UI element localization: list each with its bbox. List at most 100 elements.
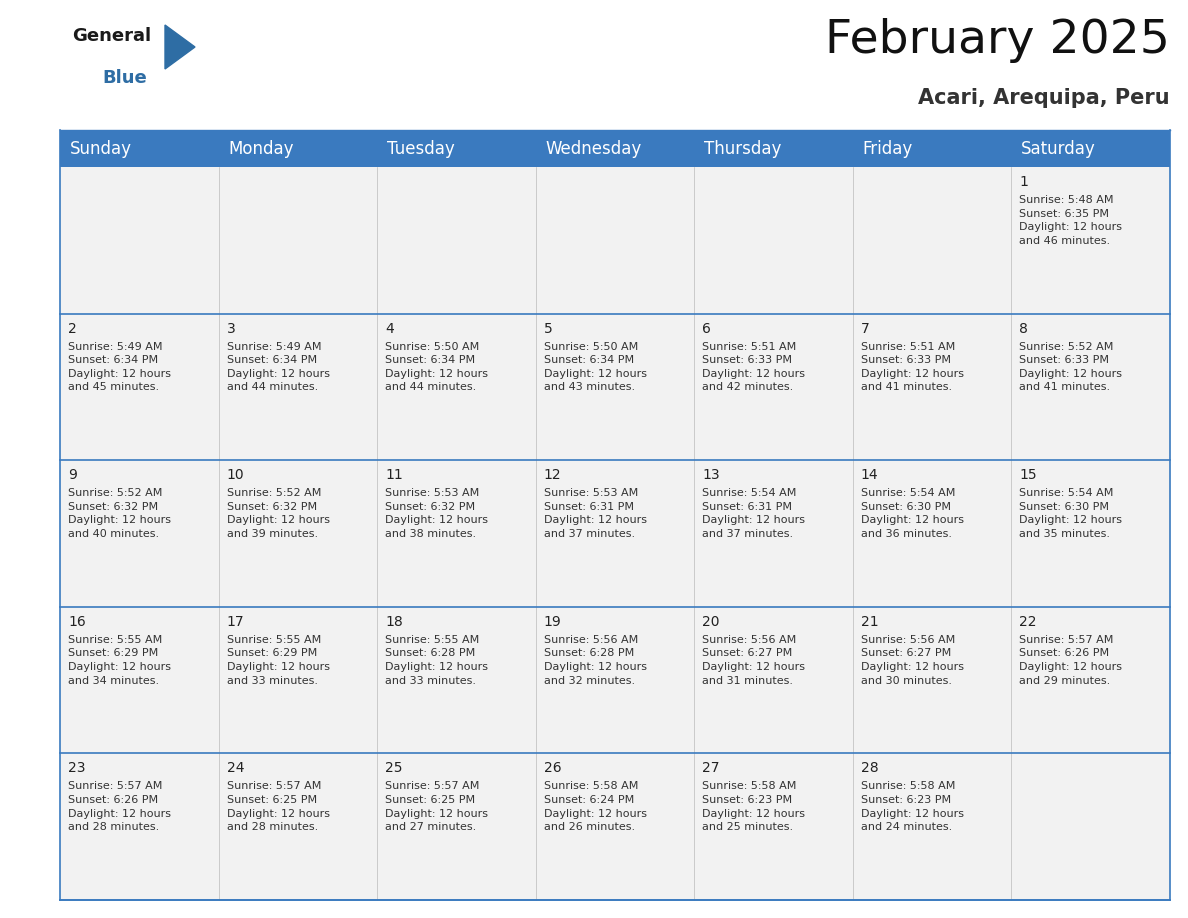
Text: Sunrise: 5:54 AM
Sunset: 6:30 PM
Daylight: 12 hours
and 35 minutes.: Sunrise: 5:54 AM Sunset: 6:30 PM Dayligh… <box>1019 488 1123 539</box>
Text: Sunrise: 5:56 AM
Sunset: 6:28 PM
Daylight: 12 hours
and 32 minutes.: Sunrise: 5:56 AM Sunset: 6:28 PM Dayligh… <box>544 635 646 686</box>
Text: 20: 20 <box>702 615 720 629</box>
Text: 19: 19 <box>544 615 562 629</box>
Text: Blue: Blue <box>102 69 147 87</box>
Text: 18: 18 <box>385 615 403 629</box>
Text: 2: 2 <box>68 321 77 336</box>
Text: 8: 8 <box>1019 321 1029 336</box>
Text: Sunrise: 5:53 AM
Sunset: 6:32 PM
Daylight: 12 hours
and 38 minutes.: Sunrise: 5:53 AM Sunset: 6:32 PM Dayligh… <box>385 488 488 539</box>
Bar <box>377 460 536 607</box>
Text: Sunrise: 5:52 AM
Sunset: 6:32 PM
Daylight: 12 hours
and 39 minutes.: Sunrise: 5:52 AM Sunset: 6:32 PM Dayligh… <box>227 488 329 539</box>
Bar <box>61 314 219 460</box>
Text: 9: 9 <box>68 468 77 482</box>
Bar <box>853 460 1011 607</box>
Bar <box>536 754 694 900</box>
Text: Sunrise: 5:54 AM
Sunset: 6:30 PM
Daylight: 12 hours
and 36 minutes.: Sunrise: 5:54 AM Sunset: 6:30 PM Dayligh… <box>861 488 963 539</box>
Bar <box>219 460 377 607</box>
Text: 6: 6 <box>702 321 712 336</box>
Bar <box>61 607 219 754</box>
Bar <box>536 460 694 607</box>
Text: 28: 28 <box>861 761 878 776</box>
Bar <box>377 314 536 460</box>
Bar <box>1011 167 1170 314</box>
Text: 7: 7 <box>861 321 870 336</box>
Text: 12: 12 <box>544 468 562 482</box>
Text: Friday: Friday <box>862 140 912 158</box>
Bar <box>377 607 536 754</box>
Bar <box>536 607 694 754</box>
Text: Sunrise: 5:51 AM
Sunset: 6:33 PM
Daylight: 12 hours
and 42 minutes.: Sunrise: 5:51 AM Sunset: 6:33 PM Dayligh… <box>702 341 805 392</box>
Bar <box>219 754 377 900</box>
Bar <box>536 167 694 314</box>
Text: 1: 1 <box>1019 175 1029 189</box>
Bar <box>219 607 377 754</box>
Text: Sunrise: 5:58 AM
Sunset: 6:23 PM
Daylight: 12 hours
and 25 minutes.: Sunrise: 5:58 AM Sunset: 6:23 PM Dayligh… <box>702 781 805 833</box>
Text: Sunrise: 5:54 AM
Sunset: 6:31 PM
Daylight: 12 hours
and 37 minutes.: Sunrise: 5:54 AM Sunset: 6:31 PM Dayligh… <box>702 488 805 539</box>
Bar <box>536 314 694 460</box>
Text: Sunrise: 5:48 AM
Sunset: 6:35 PM
Daylight: 12 hours
and 46 minutes.: Sunrise: 5:48 AM Sunset: 6:35 PM Dayligh… <box>1019 195 1123 246</box>
Bar <box>853 130 1011 167</box>
Text: Sunrise: 5:57 AM
Sunset: 6:25 PM
Daylight: 12 hours
and 28 minutes.: Sunrise: 5:57 AM Sunset: 6:25 PM Dayligh… <box>227 781 329 833</box>
Text: Saturday: Saturday <box>1020 140 1095 158</box>
Bar <box>1011 754 1170 900</box>
Text: Sunrise: 5:49 AM
Sunset: 6:34 PM
Daylight: 12 hours
and 45 minutes.: Sunrise: 5:49 AM Sunset: 6:34 PM Dayligh… <box>68 341 171 392</box>
Text: Wednesday: Wednesday <box>545 140 642 158</box>
Text: Acari, Arequipa, Peru: Acari, Arequipa, Peru <box>918 88 1170 108</box>
Text: 14: 14 <box>861 468 878 482</box>
Bar <box>694 167 853 314</box>
Text: Sunrise: 5:56 AM
Sunset: 6:27 PM
Daylight: 12 hours
and 30 minutes.: Sunrise: 5:56 AM Sunset: 6:27 PM Dayligh… <box>861 635 963 686</box>
Text: Sunrise: 5:50 AM
Sunset: 6:34 PM
Daylight: 12 hours
and 43 minutes.: Sunrise: 5:50 AM Sunset: 6:34 PM Dayligh… <box>544 341 646 392</box>
Bar <box>694 754 853 900</box>
Text: Sunrise: 5:55 AM
Sunset: 6:28 PM
Daylight: 12 hours
and 33 minutes.: Sunrise: 5:55 AM Sunset: 6:28 PM Dayligh… <box>385 635 488 686</box>
Bar <box>1011 607 1170 754</box>
Text: Sunrise: 5:50 AM
Sunset: 6:34 PM
Daylight: 12 hours
and 44 minutes.: Sunrise: 5:50 AM Sunset: 6:34 PM Dayligh… <box>385 341 488 392</box>
Bar <box>61 754 219 900</box>
Bar <box>377 130 536 167</box>
Bar <box>1011 314 1170 460</box>
Text: 11: 11 <box>385 468 403 482</box>
Bar <box>219 167 377 314</box>
Bar <box>694 130 853 167</box>
Bar <box>219 130 377 167</box>
Text: 21: 21 <box>861 615 878 629</box>
Bar <box>1011 460 1170 607</box>
Text: 25: 25 <box>385 761 403 776</box>
Text: Thursday: Thursday <box>703 140 782 158</box>
Text: February 2025: February 2025 <box>826 18 1170 63</box>
Text: 24: 24 <box>227 761 244 776</box>
Text: 26: 26 <box>544 761 562 776</box>
Text: Sunrise: 5:58 AM
Sunset: 6:24 PM
Daylight: 12 hours
and 26 minutes.: Sunrise: 5:58 AM Sunset: 6:24 PM Dayligh… <box>544 781 646 833</box>
Bar <box>219 314 377 460</box>
Bar <box>853 167 1011 314</box>
Bar <box>694 607 853 754</box>
Text: 10: 10 <box>227 468 245 482</box>
Text: Sunrise: 5:55 AM
Sunset: 6:29 PM
Daylight: 12 hours
and 33 minutes.: Sunrise: 5:55 AM Sunset: 6:29 PM Dayligh… <box>227 635 329 686</box>
Bar <box>694 314 853 460</box>
Text: Tuesday: Tuesday <box>386 140 454 158</box>
Text: Sunrise: 5:57 AM
Sunset: 6:26 PM
Daylight: 12 hours
and 29 minutes.: Sunrise: 5:57 AM Sunset: 6:26 PM Dayligh… <box>1019 635 1123 686</box>
Text: 16: 16 <box>68 615 86 629</box>
Bar <box>694 460 853 607</box>
Text: Sunrise: 5:55 AM
Sunset: 6:29 PM
Daylight: 12 hours
and 34 minutes.: Sunrise: 5:55 AM Sunset: 6:29 PM Dayligh… <box>68 635 171 686</box>
Text: 4: 4 <box>385 321 394 336</box>
Text: 22: 22 <box>1019 615 1037 629</box>
Bar <box>377 167 536 314</box>
Text: Monday: Monday <box>228 140 293 158</box>
Bar <box>853 314 1011 460</box>
Bar <box>61 167 219 314</box>
Bar <box>536 130 694 167</box>
Text: Sunrise: 5:51 AM
Sunset: 6:33 PM
Daylight: 12 hours
and 41 minutes.: Sunrise: 5:51 AM Sunset: 6:33 PM Dayligh… <box>861 341 963 392</box>
Text: 23: 23 <box>68 761 86 776</box>
Text: 15: 15 <box>1019 468 1037 482</box>
Bar <box>1011 130 1170 167</box>
Bar <box>377 754 536 900</box>
Bar <box>61 460 219 607</box>
Text: 27: 27 <box>702 761 720 776</box>
Text: Sunrise: 5:58 AM
Sunset: 6:23 PM
Daylight: 12 hours
and 24 minutes.: Sunrise: 5:58 AM Sunset: 6:23 PM Dayligh… <box>861 781 963 833</box>
Text: Sunday: Sunday <box>70 140 132 158</box>
Text: 17: 17 <box>227 615 245 629</box>
Text: Sunrise: 5:56 AM
Sunset: 6:27 PM
Daylight: 12 hours
and 31 minutes.: Sunrise: 5:56 AM Sunset: 6:27 PM Dayligh… <box>702 635 805 686</box>
Text: Sunrise: 5:52 AM
Sunset: 6:32 PM
Daylight: 12 hours
and 40 minutes.: Sunrise: 5:52 AM Sunset: 6:32 PM Dayligh… <box>68 488 171 539</box>
Text: Sunrise: 5:57 AM
Sunset: 6:25 PM
Daylight: 12 hours
and 27 minutes.: Sunrise: 5:57 AM Sunset: 6:25 PM Dayligh… <box>385 781 488 833</box>
Bar <box>853 754 1011 900</box>
Text: Sunrise: 5:53 AM
Sunset: 6:31 PM
Daylight: 12 hours
and 37 minutes.: Sunrise: 5:53 AM Sunset: 6:31 PM Dayligh… <box>544 488 646 539</box>
